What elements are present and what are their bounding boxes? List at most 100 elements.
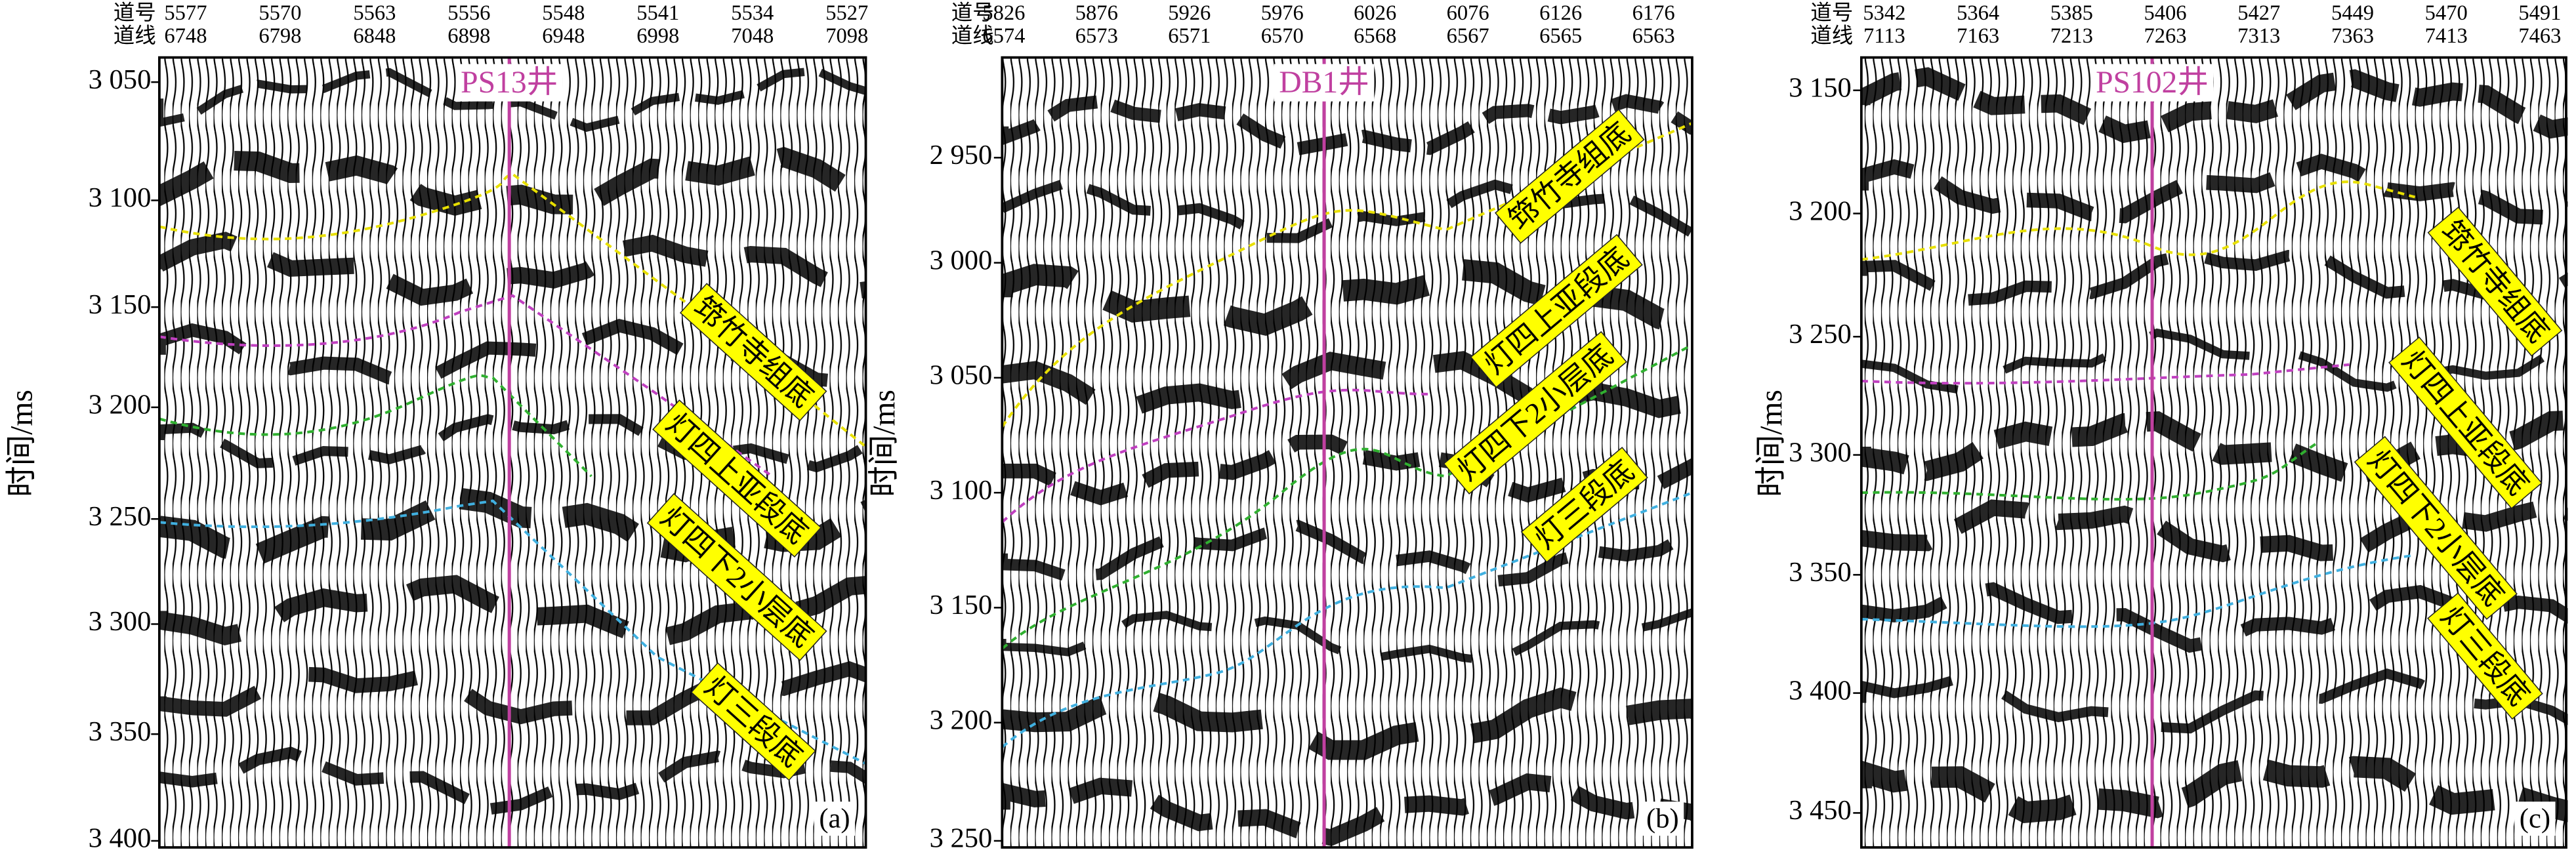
y-tick-label: 3 100 <box>930 475 993 506</box>
reflector <box>1861 668 2568 734</box>
line-number: 6571 <box>1168 24 1211 48</box>
horizon-label-bg <box>646 493 827 661</box>
reflector <box>159 146 866 216</box>
horizon-line <box>1002 344 1692 650</box>
plot-frame <box>1859 56 2567 849</box>
line-number: 6898 <box>447 24 490 48</box>
horizon-line <box>1002 121 1692 428</box>
trace-number: 5556 <box>447 1 490 25</box>
trace-number: 5534 <box>731 1 774 25</box>
panel-label-bg <box>2514 802 2556 836</box>
reflector <box>1861 67 2568 144</box>
trace-number: 5527 <box>825 1 868 25</box>
trace-number: 5976 <box>1261 1 1304 25</box>
horizon-label-bg <box>2354 436 2518 620</box>
line-number: 6798 <box>259 24 301 48</box>
horizon-label-bg <box>679 283 827 422</box>
horizon-label-bg <box>690 662 816 781</box>
trace-number: 5342 <box>1863 1 1905 25</box>
line-number: 7413 <box>2425 24 2468 48</box>
trace-number: 5406 <box>2144 1 2187 25</box>
line-number: 6948 <box>542 24 585 48</box>
y-tick-label: 2 950 <box>930 140 993 171</box>
line-number: 6573 <box>1075 24 1118 48</box>
horizon-line <box>159 374 592 478</box>
y-axis-label: 时间/ms <box>867 390 902 497</box>
header-label: 道号 <box>1810 1 1853 25</box>
trace-number: 5491 <box>2518 1 2561 25</box>
y-tick-label: 3 150 <box>89 289 152 320</box>
reflector <box>159 746 866 815</box>
horizon-line <box>1861 363 2350 385</box>
line-number: 6848 <box>353 24 396 48</box>
y-tick-label: 3 350 <box>1789 557 1852 588</box>
panel-label: (a) <box>819 803 850 834</box>
line-number: 6568 <box>1354 24 1396 48</box>
panel-label: (b) <box>1646 803 1679 834</box>
well-label-bg <box>2090 64 2214 102</box>
y-tick-label: 3 150 <box>1789 72 1852 103</box>
panel-label-bg <box>814 802 856 836</box>
horizon-label-bg <box>2427 206 2563 357</box>
line-number: 7048 <box>731 24 774 48</box>
reflector <box>1002 351 1692 418</box>
reflector <box>1861 153 2568 226</box>
y-tick-label: 3 250 <box>89 501 152 532</box>
trace-number: 6126 <box>1539 1 1582 25</box>
line-number: 7363 <box>2331 24 2374 48</box>
horizon-label-bg <box>1494 108 1645 244</box>
header-label: 道线 <box>114 24 156 48</box>
trace-number: 5449 <box>2331 1 2374 25</box>
y-tick-label: 3 200 <box>930 704 993 735</box>
seismic-section <box>1861 57 2568 847</box>
y-tick-label: 3 400 <box>1789 675 1852 706</box>
plot-frame <box>157 56 867 849</box>
well-label-bg <box>1274 64 1375 102</box>
y-tick-label: 3 250 <box>930 823 993 854</box>
y-tick-label: 3 100 <box>89 182 152 213</box>
horizon-label-bg <box>652 399 822 558</box>
trace-number: 5570 <box>259 1 301 25</box>
horizon-line <box>1861 442 2317 501</box>
well-label: PS102井 <box>2096 66 2209 100</box>
trace-number: 5926 <box>1168 1 1211 25</box>
line-number: 6563 <box>1632 24 1675 48</box>
reflector <box>1002 773 1692 847</box>
trace-number: 6026 <box>1354 1 1396 25</box>
reflector <box>1002 94 1692 156</box>
y-tick-label: 3 150 <box>930 590 993 620</box>
line-number: 7463 <box>2518 24 2561 48</box>
horizon-label-bg <box>1470 234 1643 388</box>
trace-number: 5577 <box>164 1 207 25</box>
reflector <box>159 487 866 566</box>
well-label: DB1井 <box>1279 66 1369 100</box>
line-number: 7213 <box>2050 24 2093 48</box>
y-tick-label: 3 000 <box>930 245 993 275</box>
plot-frame <box>1001 56 1693 849</box>
y-tick-label: 3 300 <box>89 606 152 637</box>
reflector <box>159 661 866 725</box>
line-number: 7113 <box>1863 24 1905 48</box>
header-label: 道线 <box>951 24 994 48</box>
y-tick-label: 3 250 <box>1789 319 1852 350</box>
y-axis-label: 时间/ms <box>1755 390 1789 497</box>
line-number: 6565 <box>1539 24 1582 48</box>
horizon-label-bg <box>2427 592 2543 720</box>
trace-number: 5364 <box>1957 1 1999 25</box>
trace-number: 6176 <box>1632 1 1675 25</box>
trace-number: 5385 <box>2050 1 2093 25</box>
reflector <box>159 232 866 306</box>
well-label: PS13井 <box>461 66 558 100</box>
horizon-line <box>1861 180 2416 261</box>
y-tick-label: 3 050 <box>930 360 993 391</box>
horizon-label-bg <box>2388 336 2543 510</box>
seismic-section <box>159 57 866 847</box>
line-number: 7313 <box>2237 24 2280 48</box>
horizon-label-bg <box>1443 331 1627 495</box>
trace-number: 6076 <box>1447 1 1489 25</box>
reflector <box>1002 519 1692 588</box>
trace-number: 5548 <box>542 1 585 25</box>
